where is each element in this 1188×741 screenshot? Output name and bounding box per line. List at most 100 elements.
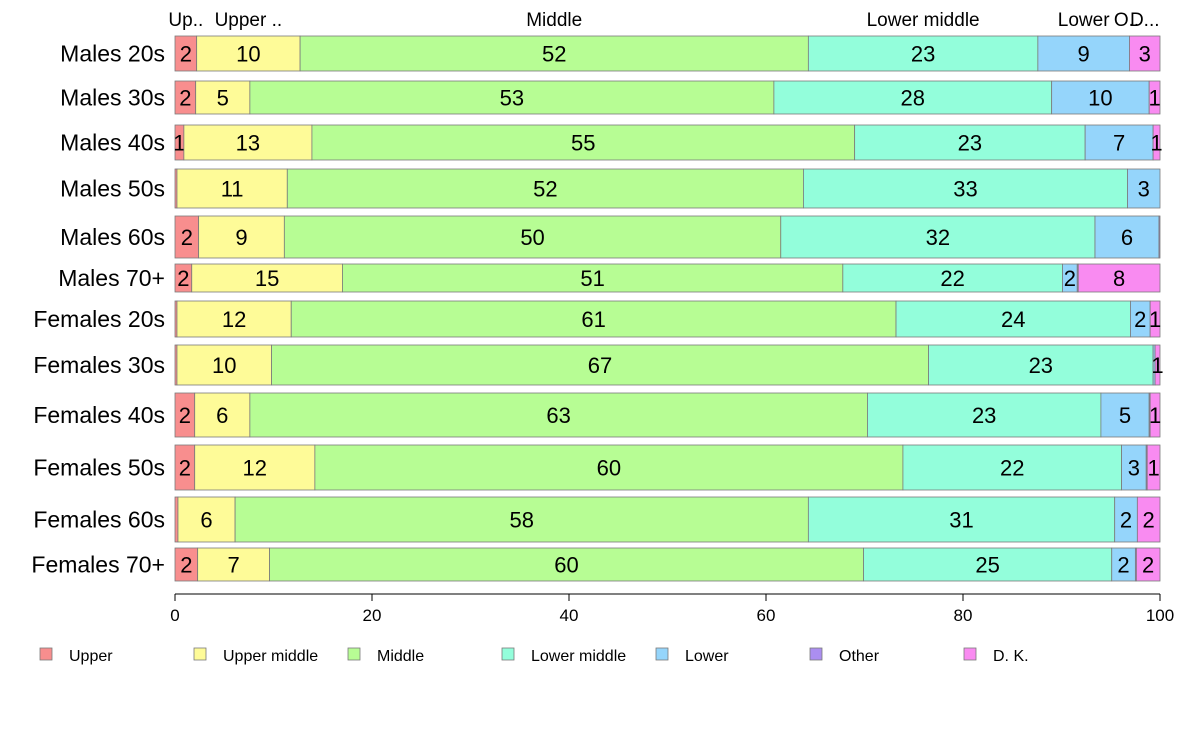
bar-segment-label: 9 (1078, 42, 1090, 67)
row-label: Females 50s (33, 455, 165, 481)
bar-segment (1037, 35, 1130, 72)
bar-segment-label: 2 (179, 86, 191, 111)
bar-segment (311, 124, 856, 161)
row-label: Females 30s (33, 352, 165, 378)
x-axis-tick-label: 0 (170, 606, 179, 625)
bar-segment-label: 60 (554, 553, 578, 578)
bar-segment-label: 3 (1128, 456, 1140, 481)
bar-segment-label: 33 (953, 177, 977, 202)
bar-segment-label: 2 (1117, 553, 1129, 578)
bar-segment (269, 547, 864, 582)
column-header-label: Lower (1058, 10, 1110, 31)
bar-segment-label: 32 (926, 225, 950, 250)
bar-segment-label: 51 (580, 266, 604, 291)
bar-segment-label: 2 (1143, 508, 1155, 533)
bar-segment (1149, 392, 1161, 438)
legend-label: Other (839, 648, 880, 665)
bar-segment-label: 1 (1148, 86, 1160, 111)
bar-segment-label: 24 (1001, 307, 1025, 332)
legend-label: Middle (377, 648, 424, 665)
bar-segment (807, 35, 1039, 72)
bar-segment-label: 22 (1000, 456, 1024, 481)
legend-swatch (963, 647, 977, 661)
bar-segment-label: 10 (1088, 86, 1112, 111)
bar-segment-label: 5 (217, 86, 229, 111)
bar-segment (1084, 124, 1154, 161)
bar-segment-label: 2 (179, 403, 191, 428)
bar-segment (1051, 80, 1150, 115)
bar-segment-label: 1 (1149, 403, 1161, 428)
bar-segment-label: 2 (180, 42, 192, 67)
bar-segment (271, 344, 929, 386)
bar-segment (1136, 496, 1161, 543)
column-header-label: Up.. (168, 10, 203, 31)
bar-segment (1094, 215, 1160, 259)
bar-segment-label: 1 (173, 131, 185, 156)
column-header-label: O.. (1114, 10, 1139, 31)
bar-segment-label: 5 (1119, 403, 1131, 428)
row-label: Females 60s (33, 507, 165, 533)
row-label: Males 30s (60, 85, 165, 111)
bar-segment-label: 1 (1147, 456, 1159, 481)
bar-segment (196, 35, 301, 72)
bar-segment (902, 444, 1122, 491)
bar-segment (286, 168, 804, 209)
bar-segment-label: 2 (1120, 508, 1132, 533)
bar-segment-label: 3 (1139, 42, 1151, 67)
row-label: Females 70+ (31, 552, 165, 578)
column-header-label: D... (1130, 10, 1160, 31)
row-label: Males 50s (60, 176, 165, 202)
legend-swatch (501, 647, 515, 661)
bar-segment-label: 52 (533, 177, 557, 202)
bar-segment-label: 10 (212, 353, 236, 378)
bar-segment (176, 344, 272, 386)
bar-segment-label: 15 (255, 266, 279, 291)
row-label: Males 60s (60, 224, 165, 250)
bar-segment (194, 392, 251, 438)
x-axis-tick-label: 20 (363, 606, 382, 625)
bar-segment (194, 444, 316, 491)
bar-segment (174, 496, 179, 543)
bar-segment-label: 6 (200, 508, 212, 533)
bar-segment (1152, 124, 1161, 161)
legend-swatch (347, 647, 361, 661)
bar-segment-label: 60 (597, 456, 621, 481)
row-label: Females 40s (33, 402, 165, 428)
column-header-label: Middle (526, 10, 582, 31)
x-axis-tick-label: 80 (954, 606, 973, 625)
legend-swatch (809, 647, 823, 661)
bar-segment (807, 496, 1116, 543)
bar-segment-label: 23 (972, 403, 996, 428)
legend-label: Upper (69, 648, 113, 665)
bar-segment-label: 11 (221, 177, 244, 202)
bar-segment-label: 23 (911, 42, 935, 67)
legend-swatch (655, 647, 669, 661)
bar-segment-label: 2 (1142, 553, 1154, 578)
bar-segment-label: 1 (1151, 353, 1163, 378)
bar-segment-label: 61 (581, 307, 605, 332)
bar-segment (195, 80, 251, 115)
bar-segment (1127, 168, 1161, 209)
bar-segment-label: 63 (546, 403, 570, 428)
bar-segment (1146, 444, 1161, 491)
bar-segment (290, 300, 897, 338)
row-label: Males 70+ (58, 265, 165, 291)
x-axis-tick-label: 40 (560, 606, 579, 625)
x-axis-tick-label: 60 (757, 606, 776, 625)
bar-segment (854, 124, 1086, 161)
bar-segment-label: 22 (940, 266, 964, 291)
bar-segment-label: 2 (1134, 307, 1146, 332)
bar-segment (183, 124, 313, 161)
x-axis-tick-label: 100 (1146, 606, 1174, 625)
bar-segment (1149, 300, 1161, 338)
bar-segment-label: 23 (1029, 353, 1053, 378)
bar-segment-label: 50 (520, 225, 544, 250)
bar-segment (249, 80, 775, 115)
bar-segment-label: 12 (243, 456, 267, 481)
bar-segment (176, 168, 288, 209)
bar-segment-label: 6 (1121, 225, 1133, 250)
bar-segment (1100, 392, 1150, 438)
bar-segment-label: 31 (949, 508, 973, 533)
